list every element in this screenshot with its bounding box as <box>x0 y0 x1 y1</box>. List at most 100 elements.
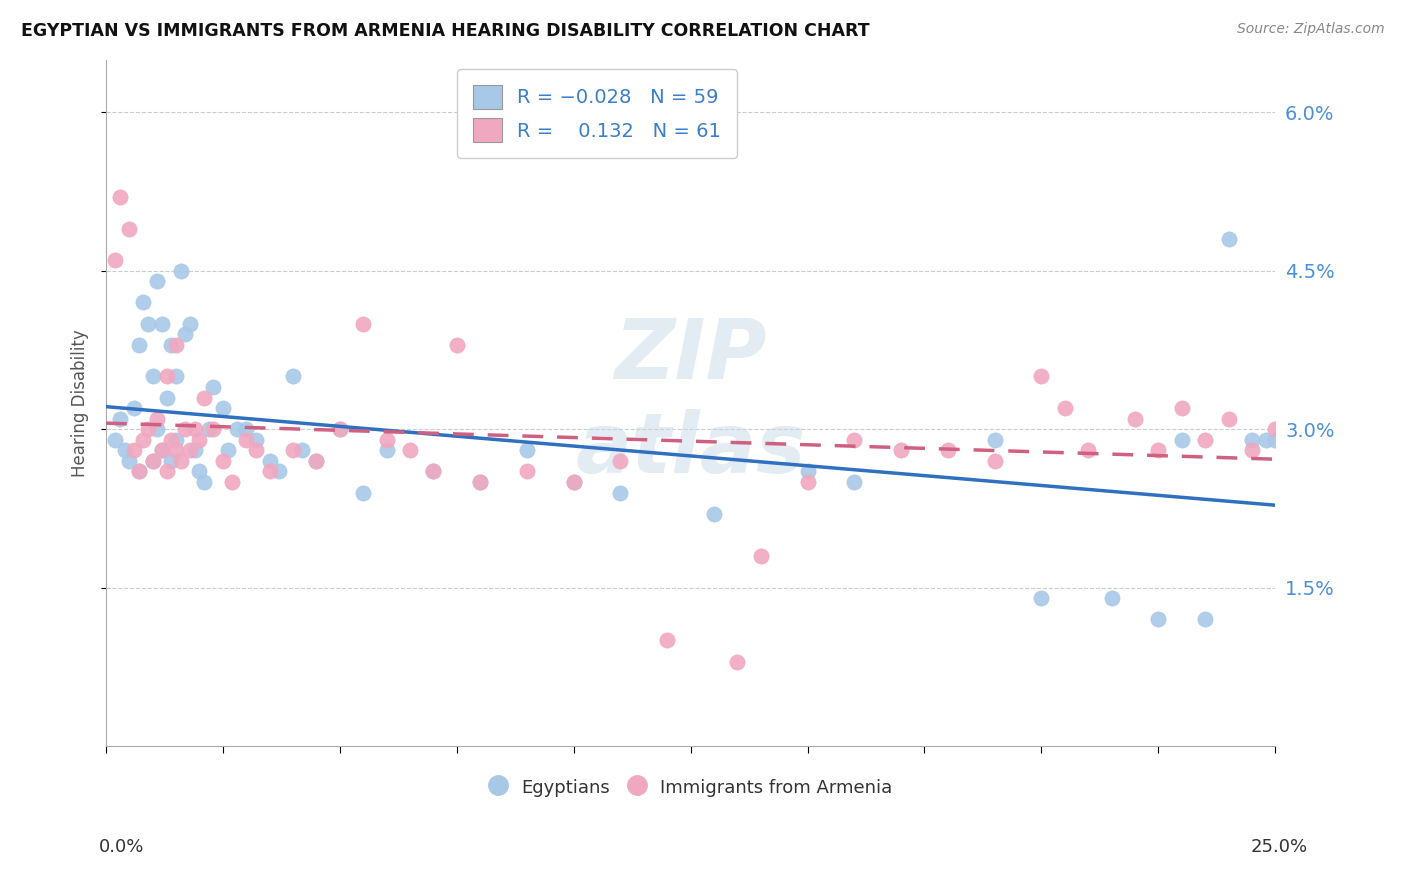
Point <box>118 454 141 468</box>
Point <box>146 274 169 288</box>
Point <box>1147 612 1170 626</box>
Point <box>890 443 912 458</box>
Point <box>156 391 179 405</box>
Point <box>150 443 173 458</box>
Point <box>1264 433 1286 447</box>
Point <box>516 443 538 458</box>
Point <box>703 507 725 521</box>
Point <box>1218 232 1240 246</box>
Y-axis label: Hearing Disability: Hearing Disability <box>72 329 89 476</box>
Point <box>217 443 239 458</box>
Point <box>796 465 818 479</box>
Point <box>118 221 141 235</box>
Point <box>399 443 422 458</box>
Point <box>983 454 1005 468</box>
Point <box>225 422 247 436</box>
Point <box>725 655 748 669</box>
Point <box>375 443 398 458</box>
Point <box>174 422 197 436</box>
Point <box>983 433 1005 447</box>
Point <box>136 422 159 436</box>
Text: 0.0%: 0.0% <box>98 838 143 856</box>
Point <box>1031 591 1053 606</box>
Point <box>193 391 215 405</box>
Point <box>150 317 173 331</box>
Point <box>329 422 352 436</box>
Point <box>562 475 585 489</box>
Point <box>142 369 165 384</box>
Point <box>609 454 631 468</box>
Point <box>657 633 679 648</box>
Point <box>1147 443 1170 458</box>
Point <box>1194 433 1216 447</box>
Point <box>184 443 207 458</box>
Point <box>211 454 233 468</box>
Point <box>281 369 304 384</box>
Point <box>468 475 491 489</box>
Point <box>562 475 585 489</box>
Point <box>245 433 267 447</box>
Point <box>179 317 201 331</box>
Point <box>188 433 211 447</box>
Point <box>844 475 866 489</box>
Point <box>174 327 197 342</box>
Point <box>1292 433 1315 447</box>
Point <box>132 433 155 447</box>
Point <box>516 465 538 479</box>
Point <box>122 443 145 458</box>
Point <box>1218 411 1240 425</box>
Point <box>1170 433 1192 447</box>
Point <box>1282 433 1305 447</box>
Point <box>235 422 257 436</box>
Point <box>108 190 131 204</box>
Point <box>146 422 169 436</box>
Point <box>1170 401 1192 415</box>
Point <box>329 422 352 436</box>
Point <box>1194 612 1216 626</box>
Point <box>305 454 328 468</box>
Point <box>259 465 281 479</box>
Point <box>202 380 225 394</box>
Point <box>165 369 187 384</box>
Point <box>165 443 187 458</box>
Point <box>796 475 818 489</box>
Point <box>446 337 468 351</box>
Point <box>156 369 179 384</box>
Point <box>1077 443 1099 458</box>
Point <box>259 454 281 468</box>
Point <box>179 443 201 458</box>
Point <box>198 422 221 436</box>
Point <box>1264 422 1286 436</box>
Text: 25.0%: 25.0% <box>1250 838 1308 856</box>
Point <box>936 443 959 458</box>
Point <box>193 475 215 489</box>
Point <box>375 433 398 447</box>
Point <box>267 465 290 479</box>
Point <box>1274 433 1296 447</box>
Point <box>108 411 131 425</box>
Point <box>160 454 183 468</box>
Point <box>122 401 145 415</box>
Point <box>128 337 150 351</box>
Point <box>1053 401 1076 415</box>
Point <box>146 411 169 425</box>
Point <box>142 454 165 468</box>
Point <box>235 433 257 447</box>
Point <box>305 454 328 468</box>
Point <box>188 465 211 479</box>
Point <box>136 317 159 331</box>
Text: EGYPTIAN VS IMMIGRANTS FROM ARMENIA HEARING DISABILITY CORRELATION CHART: EGYPTIAN VS IMMIGRANTS FROM ARMENIA HEAR… <box>21 22 870 40</box>
Point <box>165 337 187 351</box>
Point <box>128 465 150 479</box>
Point <box>352 485 374 500</box>
Point <box>211 401 233 415</box>
Point <box>1302 433 1324 447</box>
Point <box>132 295 155 310</box>
Point <box>1240 433 1263 447</box>
Point <box>202 422 225 436</box>
Point <box>165 433 187 447</box>
Point <box>609 485 631 500</box>
Point <box>422 465 444 479</box>
Point <box>468 475 491 489</box>
Point <box>170 454 193 468</box>
